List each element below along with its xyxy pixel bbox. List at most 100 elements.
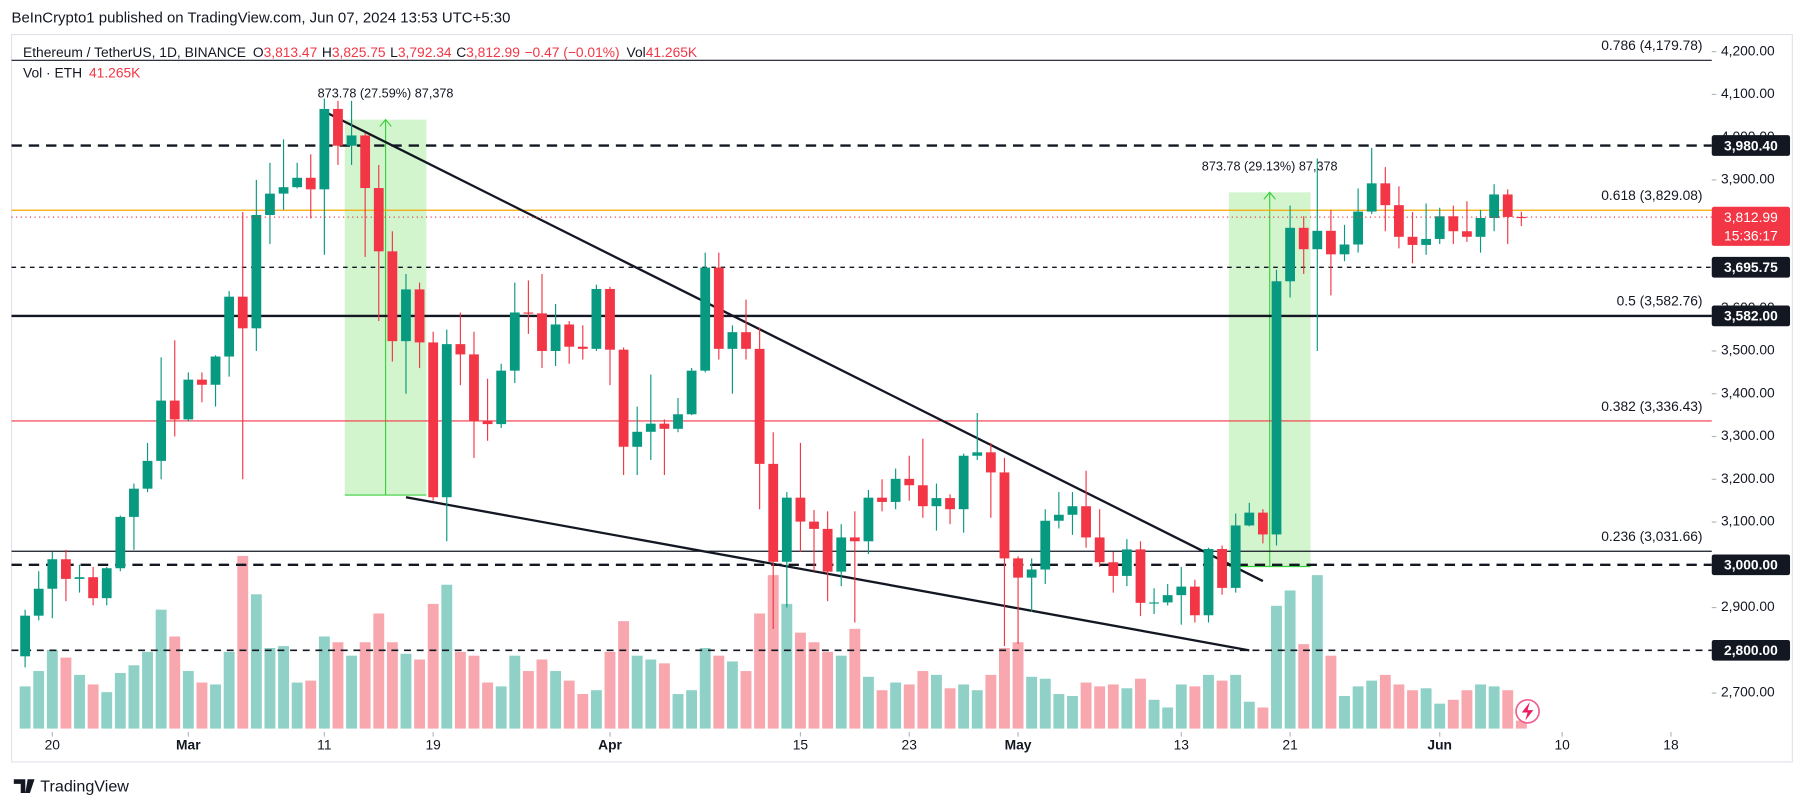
change: −0.47 (−0.01%) [525,44,620,60]
candle-body [686,370,697,415]
candle-body [1298,227,1309,250]
x-tick-label: 19 [425,736,441,752]
candle-body [645,423,656,432]
candle-body [509,312,520,371]
volume-bar [60,657,72,729]
volume-bar [1434,703,1446,729]
candle-body [809,521,819,529]
candle-body [795,497,806,522]
volume-bar [359,642,371,729]
volume-bar [264,648,276,729]
volume-bar [1298,644,1310,729]
candle-body [1326,230,1336,255]
candle-body [319,108,330,190]
volume-bar [1148,699,1160,729]
y-tick-label: 2,900.00 [1721,598,1775,614]
candle-body [1013,558,1023,578]
volume-bar [291,682,303,729]
candle-body [441,344,452,498]
level-tag [1711,256,1791,278]
volume-bar [971,690,983,729]
volume-bar [142,651,153,729]
volume-bar [169,636,181,729]
volume-bar [1216,680,1228,729]
volume-bar [278,646,289,729]
countdown: 15:36:17 [1724,227,1778,243]
candle-body [1339,244,1350,255]
volume-bar [1094,686,1106,729]
volume-bar [1420,688,1432,729]
volume-bar [1461,690,1473,729]
vol-key: Vol [627,44,646,60]
candle-body [183,379,194,420]
volume-bar [1515,720,1527,729]
candle-body [523,312,534,314]
candle-body [197,379,207,385]
volume-bar [454,651,466,729]
measure-arrowhead [379,118,392,127]
volume-bar [237,555,249,729]
volume-bar [1475,684,1486,729]
level-tag [1711,639,1791,661]
candle-body [1489,194,1500,218]
candle-body [469,354,479,421]
candle-body [591,288,602,349]
plot: 4,200.004,100.004,000.003,900.003,600.00… [11,37,1791,752]
level-tag [1711,135,1791,156]
candle-body [713,267,724,349]
x-tick-label: Jun [1427,736,1452,752]
candle-body [700,267,711,371]
candle-body [1108,562,1119,576]
event-icon[interactable] [1515,698,1540,724]
header: BeInCrypto1 published on TradingView.com… [12,9,511,26]
volume-bar [1311,575,1323,729]
candle-body [1189,586,1200,616]
event-bolt[interactable] [1521,702,1534,721]
candle-body [414,289,425,343]
candle-body [1271,281,1282,535]
volume-bar [1121,688,1133,729]
level-tag-label: 3,980.40 [1724,137,1778,153]
volume-bar [713,655,725,729]
volume-bar [1243,701,1255,729]
y-tick-label: 4,100.00 [1721,85,1775,101]
candle-body [88,577,99,599]
x-tick-label: 18 [1663,736,1679,752]
volume-bar [386,642,398,729]
candle-body [577,346,588,349]
candle-body [1312,230,1323,250]
candle-body [47,559,58,589]
candle-body [251,214,262,329]
candle-body [659,423,670,429]
volume-bar [1488,686,1500,729]
volume-bar [318,636,330,729]
volume-bar [1053,694,1065,729]
volume-bar [944,688,956,729]
candle-body [61,559,71,579]
volume-bar [931,674,942,729]
candle-body [333,108,343,146]
volume-bar [835,655,847,729]
ohlc-value: 3,825.75 [332,44,386,60]
candle-body [455,344,466,355]
candle-body [292,177,303,188]
volume-bar [1067,695,1078,729]
candle-body [1434,216,1445,239]
candle-body [618,349,629,447]
volume-bar [1407,690,1418,729]
volume-bar [468,655,480,729]
volume-bar [1379,674,1391,729]
candle-body [781,497,792,562]
x-tick-label: Mar [176,736,201,752]
candle-body [1380,183,1391,206]
candle-body [1516,216,1527,219]
volume-bar [1393,684,1405,729]
x-tick-label: May [1005,736,1032,752]
candle-body [1502,194,1513,217]
candle-body [836,537,847,572]
candle-body [605,288,615,350]
volume-bar [958,684,970,729]
volume-bar [1284,590,1296,729]
x-tick-label: 21 [1282,736,1297,752]
candle-body [1244,512,1255,526]
